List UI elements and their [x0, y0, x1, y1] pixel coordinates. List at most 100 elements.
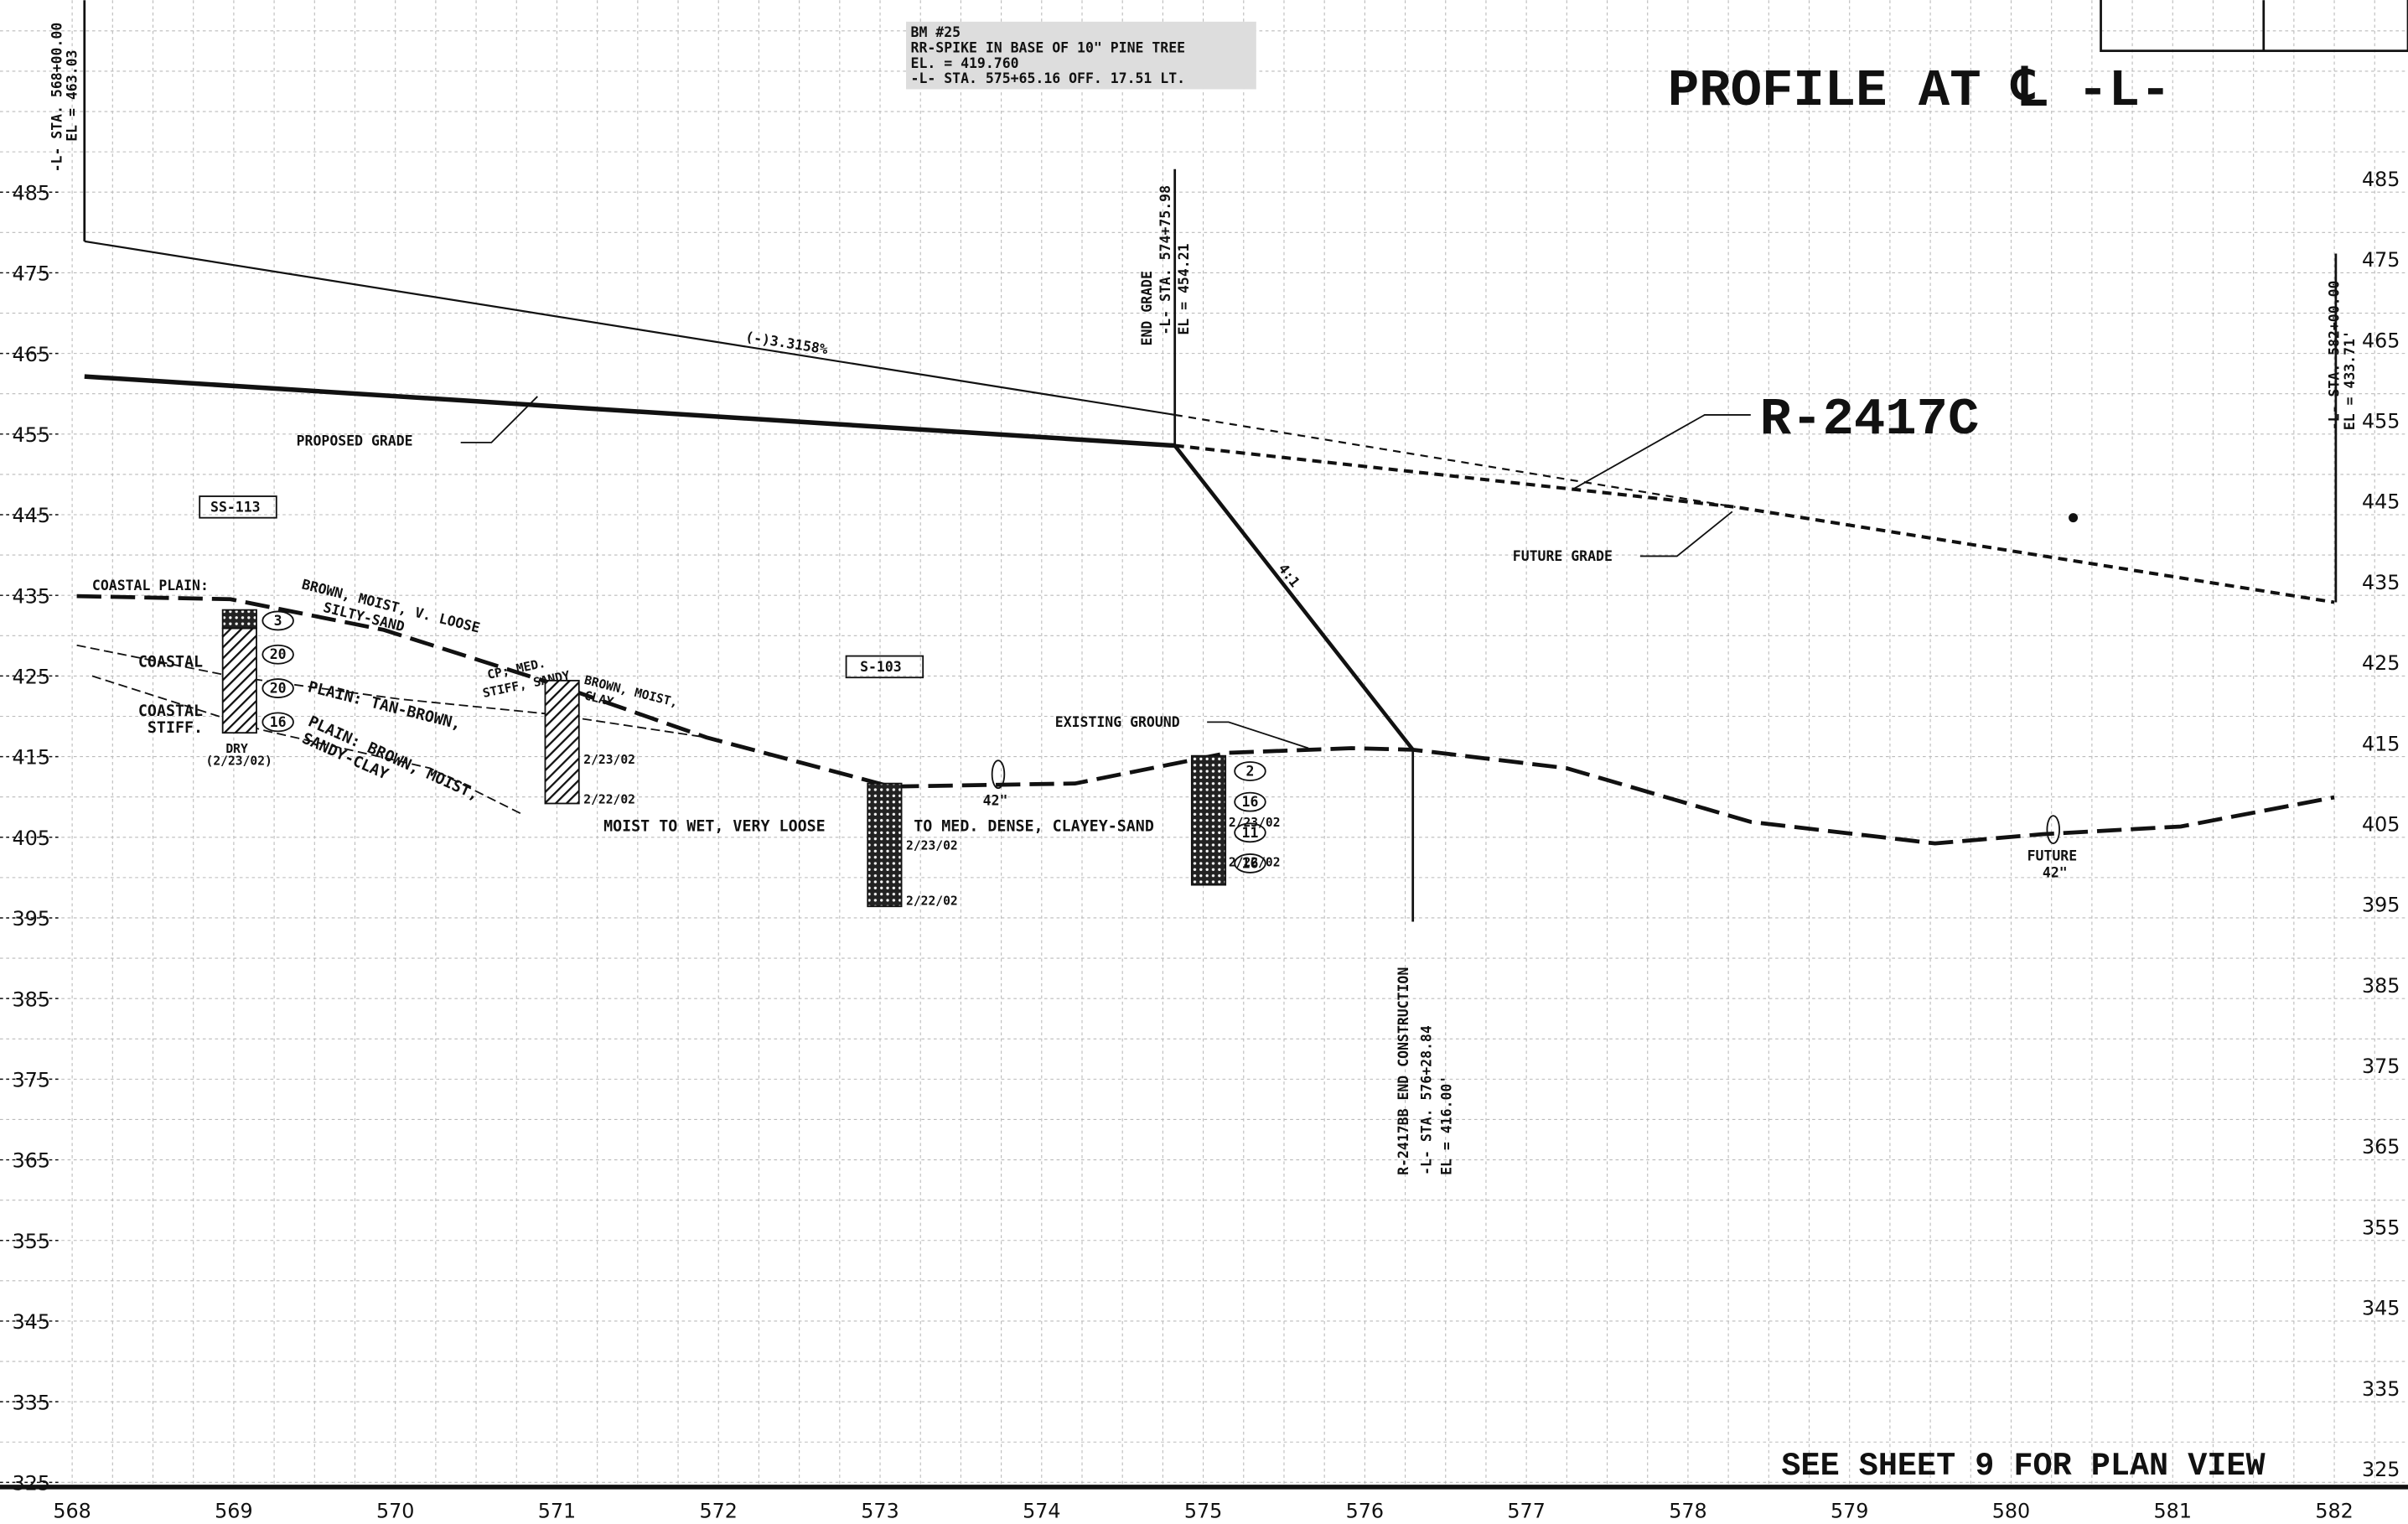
blow-oval	[262, 644, 294, 665]
y-tick-label: 365	[2362, 1135, 2400, 1159]
y-tick-label: 335	[2362, 1377, 2400, 1401]
y-tick-label: 335	[13, 1391, 50, 1414]
y-tick-label: 375	[2362, 1055, 2400, 1078]
blow-count: 2	[1245, 763, 1254, 779]
benchmark-box	[906, 21, 1256, 90]
y-tick-label: 415	[2362, 732, 2400, 755]
boring-column	[221, 627, 257, 734]
project-label: R-2417C	[1760, 390, 1980, 449]
blow-count: 11	[1242, 825, 1259, 841]
x-tick-label: 576	[1346, 1499, 1384, 1522]
blow-oval	[262, 712, 294, 733]
grade-label: FUTURE GRADE	[1513, 548, 1613, 564]
soil-text: DRY	[225, 742, 248, 756]
station-note: EL = 463.03	[65, 50, 80, 142]
y-tick-label: 455	[13, 423, 50, 447]
soil-text: COASTAL	[138, 702, 203, 720]
y-tick-label: 485	[13, 181, 50, 205]
y-tick-label: 375	[13, 1069, 50, 1092]
y-tick-label: 405	[2362, 812, 2400, 836]
title-block	[2100, 0, 2408, 53]
grid	[0, 0, 2408, 1487]
y-tick-label: 415	[13, 746, 50, 770]
leader	[1207, 721, 1309, 749]
pipe-label: 42"	[983, 792, 1008, 808]
footer-note: SEE SHEET 9 FOR PLAN VIEW	[1781, 1448, 2266, 1485]
blow-oval	[262, 610, 294, 631]
x-tick-label: 573	[861, 1499, 898, 1522]
soil-boundary	[76, 644, 707, 739]
y-tick-label: 455	[2362, 409, 2400, 433]
x-tick-label: 571	[538, 1499, 576, 1522]
y-tick-label: 355	[13, 1230, 50, 1253]
y-tick-label: 345	[2362, 1297, 2400, 1320]
boring-tag	[199, 495, 277, 519]
blow-count: 20	[270, 681, 287, 697]
soil-text: TO MED. DENSE, CLAYEY-SAND	[914, 817, 1154, 835]
benchmark: -L- STA. 575+65.16 OFF. 17.51 LT.	[911, 70, 1186, 86]
y-tick-label: 325	[13, 1471, 50, 1495]
boring-date: 2/22/02	[583, 792, 635, 806]
soil-text: MOIST TO WET, VERY LOOSE	[603, 817, 826, 835]
boring-date: 2/22/02	[906, 894, 958, 908]
x-tick-label: 572	[700, 1499, 738, 1522]
boring-column	[221, 609, 257, 630]
y-tick-label: 475	[2362, 248, 2400, 272]
soil-boundary	[91, 675, 523, 816]
blow-oval	[1234, 761, 1266, 781]
x-tick-label: 580	[1992, 1499, 2030, 1522]
y-tick-label: 425	[13, 666, 50, 689]
y-tick-label: 475	[13, 262, 50, 286]
station-note: EL = 416.00'	[1438, 1076, 1454, 1175]
x-tick-label: 578	[1669, 1499, 1706, 1522]
soil-text: COASTAL PLAIN:	[92, 578, 209, 594]
station-notes: -L- STA. 568+00.00 EL = 463.03 END GRADE…	[49, 23, 2358, 1175]
slope-label: 4:1	[1275, 561, 1302, 590]
station-note: -L- STA. 574+75.98	[1157, 185, 1173, 335]
x-tick-label: 581	[2154, 1499, 2192, 1522]
upper-grade-future	[1174, 413, 1736, 508]
grade-label: PROPOSED GRADE	[297, 433, 413, 449]
pipe-label: 42"	[2043, 864, 2068, 880]
x-tick-label: 582	[2315, 1499, 2353, 1522]
boring-tag-text: S-103	[860, 659, 902, 675]
upper-grade	[84, 240, 1175, 416]
y-tick-label: 385	[13, 987, 50, 1011]
leader	[460, 396, 538, 443]
leader	[1573, 413, 1751, 490]
y-tick-label: 485	[2362, 168, 2400, 191]
boring-column	[867, 782, 903, 908]
y-tick-label: 445	[2362, 490, 2400, 514]
boring-date: 2/22/02	[1229, 856, 1281, 870]
x-tick-label: 569	[215, 1499, 252, 1522]
y-tick-label: 395	[13, 907, 50, 930]
boring-column	[1190, 754, 1227, 886]
y-tick-label: 405	[13, 827, 50, 850]
y-tick-label: 355	[2362, 1216, 2400, 1239]
future-grade	[1174, 443, 2335, 604]
station-note: -L- STA. 568+00.00	[49, 23, 65, 173]
y-tick-label: 395	[2362, 894, 2400, 917]
soil-text: (2/23/02)	[206, 754, 272, 769]
station-note: -L- STA. 582+00.00	[2327, 281, 2343, 431]
station-note: EL = 454.21	[1176, 243, 1192, 334]
blow-count: 20	[270, 646, 287, 662]
x-tick-label: 570	[376, 1499, 414, 1522]
y-tick-label: 425	[2362, 651, 2400, 675]
blow-count: 16	[270, 714, 287, 730]
x-tick-label: 577	[1507, 1499, 1545, 1522]
y-tick-label: 465	[13, 343, 50, 366]
blow-counts: 3 20 20 16	[262, 610, 294, 733]
blow-count: 16	[1242, 794, 1259, 810]
x-tick-label: 579	[1831, 1499, 1868, 1522]
blow-count: 3	[274, 613, 282, 629]
station-note: EL = 433.71'	[2342, 330, 2358, 430]
station-note: R-2417BB END CONSTRUCTION	[1396, 967, 1411, 1175]
boring-tag	[845, 655, 924, 679]
blow-oval	[1234, 822, 1266, 843]
axes: 485 485 475 475 465 465 455 455 445 445 435 435 425 4…	[0, 168, 2400, 1522]
blow-count: 16	[1242, 855, 1259, 871]
benchmark: BM #25	[911, 24, 961, 40]
station-lines	[83, 0, 2338, 922]
